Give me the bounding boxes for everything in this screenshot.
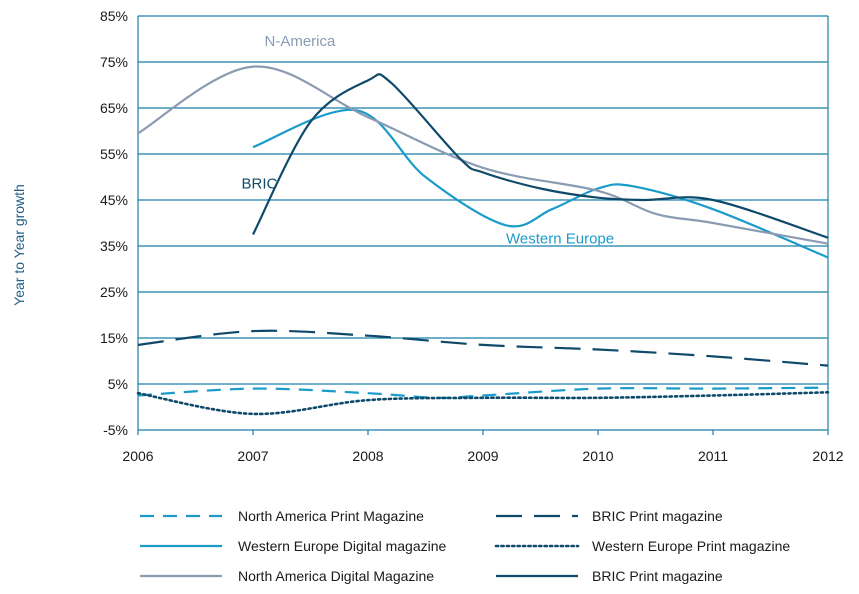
x-tick-label: 2007 (237, 448, 268, 464)
legend-label: BRIC Print magazine (592, 508, 723, 524)
y-tick-label: 75% (100, 54, 128, 70)
series-line (137, 65, 829, 245)
series-line (252, 108, 829, 259)
series-annotations: N-America BRIC Western Europe (242, 33, 615, 248)
y-tick-label: 55% (100, 146, 128, 162)
y-tick-label: 45% (100, 192, 128, 208)
legend-label: North America Print Magazine (238, 508, 424, 524)
x-tick-label: 2010 (582, 448, 613, 464)
y-tick-label: 85% (100, 8, 128, 24)
y-tick-label: 15% (100, 330, 128, 346)
x-tick-label: 2011 (698, 448, 728, 464)
series-lines (136, 65, 830, 416)
y-tick-label: 35% (100, 238, 128, 254)
series-line (137, 329, 829, 367)
legend-label: BRIC Print magazine (592, 568, 723, 584)
legend-label: Western Europe Digital magazine (238, 538, 447, 554)
y-tick-label: -5% (103, 422, 128, 438)
x-tick-label: 2012 (812, 448, 843, 464)
legend-label: North America Digital Magazine (238, 568, 434, 584)
y-axis-label: Year to Year growth (11, 184, 27, 306)
series-line (252, 73, 829, 239)
series-line (136, 391, 830, 416)
legend-label: Western Europe Print magazine (592, 538, 790, 554)
series-annotation: Western Europe (506, 231, 614, 248)
x-tick-label: 2009 (467, 448, 498, 464)
x-tick-label: 2006 (122, 448, 153, 464)
x-tick-label: 2008 (352, 448, 383, 464)
legend: North America Print Magazine BRIC Print m… (140, 508, 790, 584)
grid-lines (137, 15, 829, 431)
y-tick-labels: -5% 5% 15% 25% 35% 45% 55% 65% 75% 85% (100, 8, 128, 438)
x-tick-labels: 2006 2007 2008 2009 2010 2011 2012 (122, 430, 844, 464)
y-tick-label: 25% (100, 284, 128, 300)
y-tick-label: 5% (108, 376, 128, 392)
y-tick-label: 65% (100, 100, 128, 116)
series-annotation: BRIC (242, 176, 278, 193)
series-annotation: N-America (265, 33, 336, 50)
